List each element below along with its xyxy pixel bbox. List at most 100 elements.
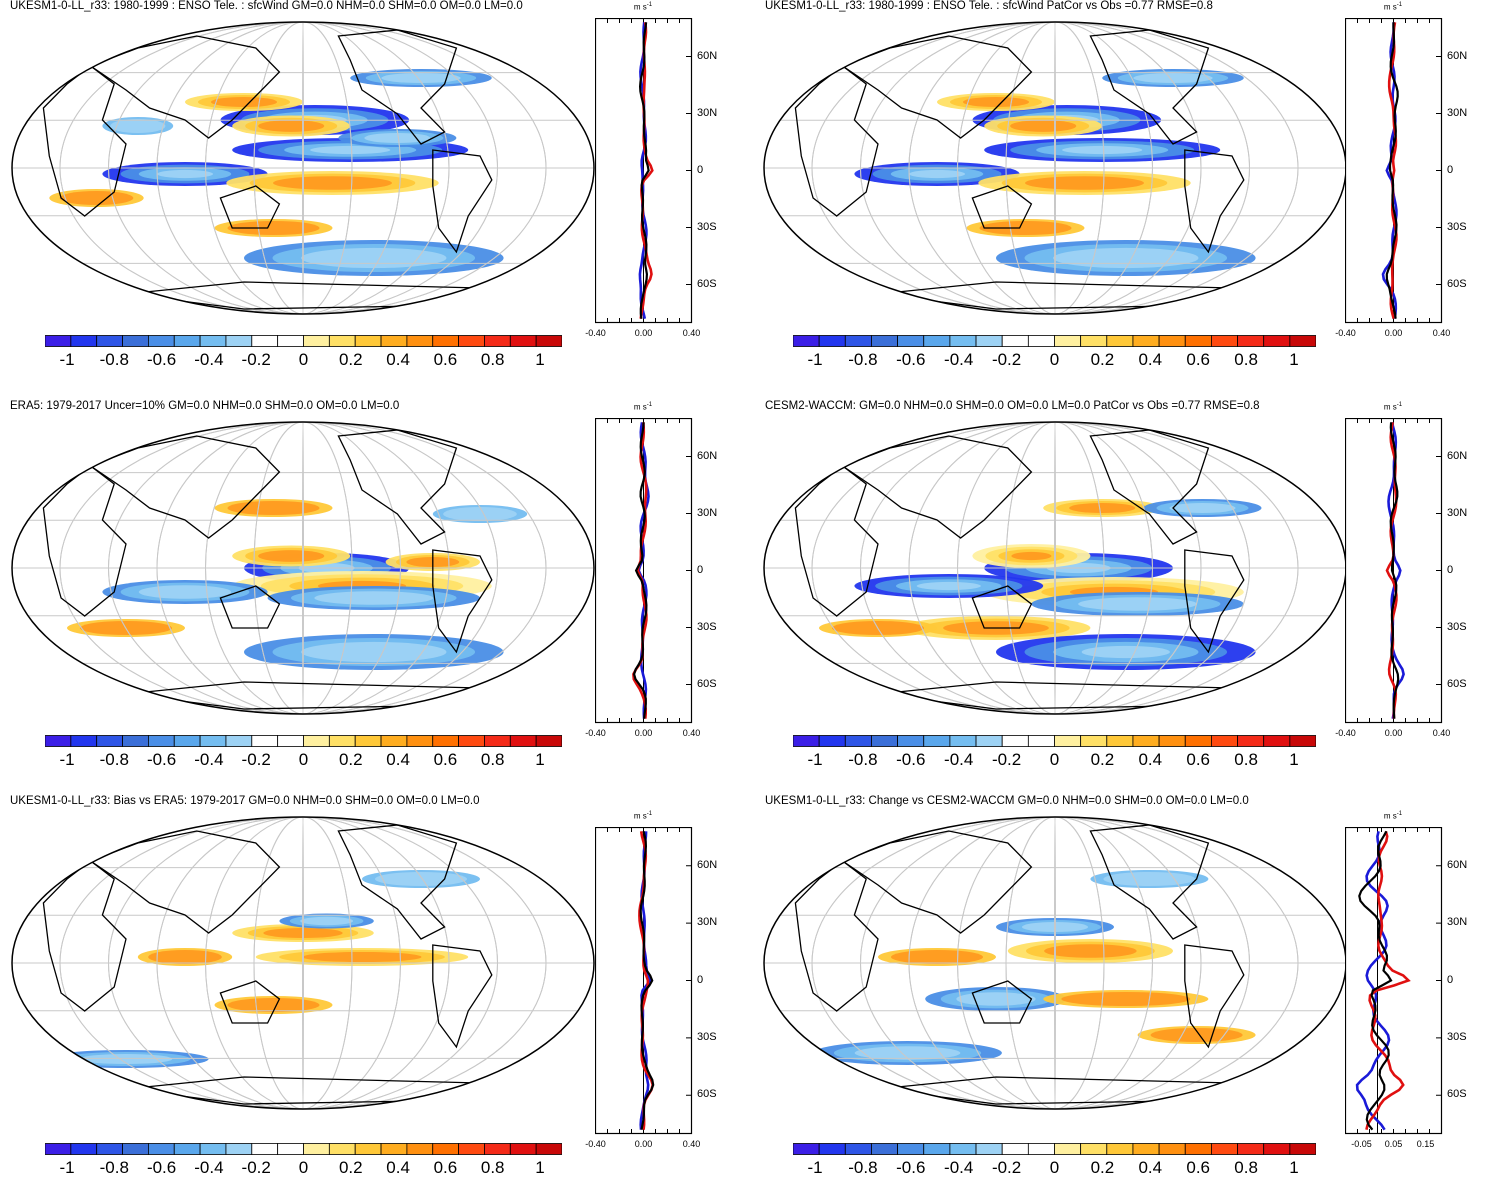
- panel-title: UKESM1-0-LL_r33: Change vs CESM2-WACCM G…: [765, 795, 1249, 807]
- anomaly-shading: [148, 949, 222, 965]
- anomaly-shading: [210, 96, 278, 108]
- colorbar-bin: [509, 335, 537, 347]
- colorbar-bin: [432, 1143, 460, 1155]
- colorbar-bin: [225, 1143, 253, 1155]
- colorbar-tick-label: 0.4: [1138, 350, 1163, 369]
- colorbar-bin: [173, 335, 201, 347]
- latitude-label: 60S: [1447, 277, 1467, 290]
- colorbar-bin: [949, 735, 977, 747]
- profile-x-tick-label: -0.40: [585, 728, 606, 738]
- longitude-gridline: [59, 22, 547, 314]
- colorbar-tick-label: -0.4: [194, 1158, 224, 1177]
- colorbar-bin: [1027, 735, 1055, 747]
- colorbar-bin: [225, 735, 253, 747]
- coastline: [337, 29, 458, 145]
- colorbar-bin: [406, 1143, 434, 1155]
- anomaly-shading: [381, 72, 461, 84]
- panel-cesm2-waccm: CESM2-WACCM: GM=0.0 NHM=0.0 SHM=0.0 OM=0…: [745, 400, 1489, 795]
- anomaly-shading: [1061, 991, 1191, 1007]
- profile-plot: [1345, 418, 1443, 724]
- coastline: [1089, 429, 1210, 545]
- colorbar-tick-label: 1: [535, 750, 545, 769]
- latitude-label: 30N: [697, 506, 718, 519]
- colorbar-tick-label: -0.2: [241, 1158, 271, 1177]
- colorbar-tick-label: -0.4: [944, 750, 974, 769]
- anomaly-shading: [301, 247, 447, 269]
- profile-unit-label: m s-1: [1384, 2, 1402, 12]
- latitude-label: 60S: [697, 677, 717, 690]
- longitude-gridline: [108, 22, 498, 314]
- latitude-label: 0: [697, 163, 704, 176]
- coastline: [971, 980, 1033, 1024]
- profile-plot: [595, 827, 693, 1135]
- anomaly-shading: [854, 1046, 961, 1060]
- colorbar-bin: [277, 335, 304, 347]
- colorbar-tick-label: 0.8: [1234, 750, 1258, 769]
- coastline: [89, 35, 281, 139]
- profile-x-tick-label: 0.40: [1432, 728, 1451, 738]
- colorbar-tick-label: 0: [1049, 350, 1060, 369]
- anomaly-shading: [1010, 120, 1077, 132]
- world-map: [11, 21, 595, 315]
- latitude-label: 60N: [697, 858, 718, 871]
- colorbar-bin: [328, 335, 356, 347]
- unit-text: m s: [633, 402, 647, 412]
- anomaly-shading: [1069, 502, 1136, 514]
- colorbar-tick-label: -1: [59, 350, 75, 369]
- colorbar-bin: [354, 335, 382, 347]
- map-border: [11, 21, 595, 315]
- colorbar-tick-label: 0.6: [1186, 750, 1211, 769]
- coastline: [971, 185, 1033, 229]
- colorbar-strip: [45, 1143, 562, 1155]
- anomaly-shading: [890, 949, 984, 965]
- colorbar-bin: [199, 735, 227, 747]
- profile-x-tick-label: 0.15: [1416, 1139, 1435, 1149]
- colorbar-tick-label: 0.2: [1090, 350, 1115, 369]
- anomaly-shading: [138, 585, 232, 599]
- profile-x-tick-label: 0.40: [1432, 328, 1451, 338]
- colorbar-bin: [303, 1143, 330, 1155]
- profile-plot: [595, 418, 693, 724]
- latitude-label: 0: [1447, 973, 1454, 986]
- colorbar-bin: [1132, 335, 1160, 347]
- colorbar-bin: [1054, 335, 1082, 347]
- coastline: [1184, 944, 1245, 1049]
- longitude-gridline: [205, 422, 401, 714]
- unit-text: m s: [1383, 811, 1397, 821]
- colorbar-bin: [897, 1143, 925, 1155]
- profile-x-tick-label: 0.00: [1384, 728, 1403, 738]
- zonal-mean-profile: m s-1 60N 30N 0 30S 60S -0.05 0.05 0.15: [1345, 811, 1489, 1157]
- colorbar-bin: [1132, 1143, 1160, 1155]
- anomaly-shading: [1025, 176, 1144, 190]
- colorbar-bin: [251, 1143, 279, 1155]
- colorbar-tick-label: 0.8: [1234, 350, 1258, 369]
- colorbar-tick-label: 0.6: [433, 750, 458, 769]
- profile-x-tick-label: -0.40: [585, 1139, 606, 1149]
- colorbar-bin: [1054, 735, 1082, 747]
- profile-line-mean: [1389, 422, 1400, 719]
- longitude-gridline: [1054, 22, 1056, 314]
- panel-change-vs-cesm2: UKESM1-0-LL_r33: Change vs CESM2-WACCM G…: [745, 795, 1489, 1177]
- colorbar-bin: [1289, 735, 1316, 747]
- colorbar-tick-label: -0.2: [991, 750, 1022, 769]
- colorbar-tick-label: 0: [298, 350, 309, 369]
- colorbar-bin: [122, 335, 149, 347]
- colorbar-tick-label: -0.4: [944, 1158, 974, 1177]
- colorbar-bin: [923, 1143, 951, 1155]
- colorbar-bin: [96, 1143, 123, 1155]
- colorbar-tick-label: -0.4: [194, 350, 224, 369]
- colorbar-tick-label: -0.6: [146, 750, 177, 769]
- longitude-gridline: [108, 817, 498, 1109]
- anomaly-shading: [1103, 871, 1196, 887]
- longitude-gridline: [860, 817, 1250, 1109]
- colorbar-tick-label: -0.8: [848, 1158, 878, 1177]
- longitude-gridline: [1005, 422, 1105, 714]
- colorbar-bin: [509, 1143, 537, 1155]
- longitude-gridline: [957, 422, 1153, 714]
- profile-plot: [1345, 827, 1443, 1135]
- coastline: [841, 35, 1033, 139]
- colorbar-bin: [380, 1143, 408, 1155]
- colorbar-bin: [1001, 335, 1029, 347]
- colorbar-bin: [303, 335, 330, 347]
- unit-exponent: -1: [646, 2, 653, 8]
